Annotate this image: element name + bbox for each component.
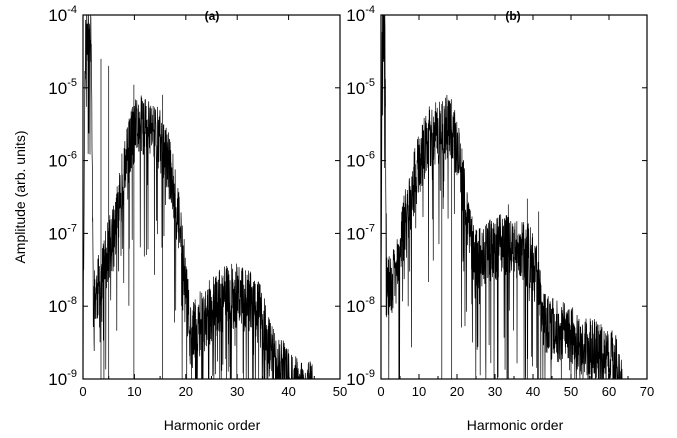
- panel-b: (b) 0 10 20 30 40 50 60 7010-910-810-710-610-51…: [346, 4, 654, 433]
- x-tick-label: 60: [602, 384, 616, 399]
- y-tick-exponent: -5: [365, 77, 375, 89]
- y-tick-label: 10-8: [346, 295, 375, 316]
- y-tick-label: 10-7: [346, 222, 375, 243]
- x-tick-label: 70: [640, 384, 654, 399]
- y-tick-label: 10-6: [48, 150, 77, 171]
- x-tick-label: 20: [450, 384, 464, 399]
- y-tick-exponent: -6: [365, 150, 375, 162]
- x-tick-label: 20: [179, 384, 193, 399]
- y-tick-label: 10-6: [346, 150, 375, 171]
- x-tick-label: 0: [377, 384, 384, 399]
- y-tick-exponent: -6: [67, 150, 77, 162]
- x-tick-label: 40: [281, 384, 295, 399]
- y-axis-title: Amplitude (arb. units): [12, 130, 28, 263]
- y-tick-exponent: -8: [67, 295, 77, 307]
- y-tick-exponent: -8: [365, 295, 375, 307]
- spectrum-line: [380, 14, 647, 380]
- x-tick-label: 30: [488, 384, 502, 399]
- y-tick-exponent: -9: [67, 368, 77, 380]
- x-axis-title-a: Harmonic order: [164, 417, 261, 433]
- y-tick-label: 10-9: [48, 368, 77, 389]
- panel-a: (a) 0 10 20 30 40 5010-910-810-710-610-510-4 …: [12, 4, 347, 433]
- y-tick-base: 10: [48, 370, 67, 389]
- y-tick-base: 10: [48, 152, 67, 171]
- plot-frame-b: [380, 14, 648, 380]
- y-tick-label: 10-8: [48, 295, 77, 316]
- y-tick-base: 10: [346, 6, 365, 25]
- y-tick-label: 10-7: [48, 222, 77, 243]
- y-tick-base: 10: [48, 297, 67, 316]
- y-tick-base: 10: [346, 79, 365, 98]
- x-tick-label: 30: [230, 384, 244, 399]
- y-tick-exponent: -7: [365, 222, 375, 234]
- y-tick-label: 10-5: [48, 77, 77, 98]
- y-tick-exponent: -4: [365, 4, 375, 16]
- y-tick-label: 10-4: [48, 4, 77, 25]
- spectrum-trace-a: [82, 14, 340, 380]
- y-tick-exponent: -5: [67, 77, 77, 89]
- y-tick-base: 10: [48, 79, 67, 98]
- y-tick-exponent: -9: [365, 368, 375, 380]
- spectrum-trace-b: [380, 14, 647, 380]
- x-tick-label: 50: [564, 384, 578, 399]
- y-tick-exponent: -7: [67, 222, 77, 234]
- y-tick-base: 10: [346, 152, 365, 171]
- x-tick-label: 0: [79, 384, 86, 399]
- x-axis-title-b: Harmonic order: [467, 417, 564, 433]
- y-tick-base: 10: [346, 370, 365, 389]
- y-tick-label: 10-4: [346, 4, 375, 25]
- x-tick-label: 10: [127, 384, 141, 399]
- y-tick-base: 10: [346, 297, 365, 316]
- y-tick-label: 10-5: [346, 77, 375, 98]
- y-tick-base: 10: [346, 224, 365, 243]
- x-tick-label: 40: [526, 384, 540, 399]
- y-tick-base: 10: [48, 224, 67, 243]
- y-tick-exponent: -4: [67, 4, 77, 16]
- y-tick-base: 10: [48, 6, 67, 25]
- x-tick-label: 50: [333, 384, 347, 399]
- panel-label-a: (a): [205, 9, 220, 23]
- spectrum-line: [82, 14, 340, 380]
- y-tick-label: 10-9: [346, 368, 375, 389]
- x-tick-label: 10: [412, 384, 426, 399]
- panel-label-b: (b): [505, 9, 520, 23]
